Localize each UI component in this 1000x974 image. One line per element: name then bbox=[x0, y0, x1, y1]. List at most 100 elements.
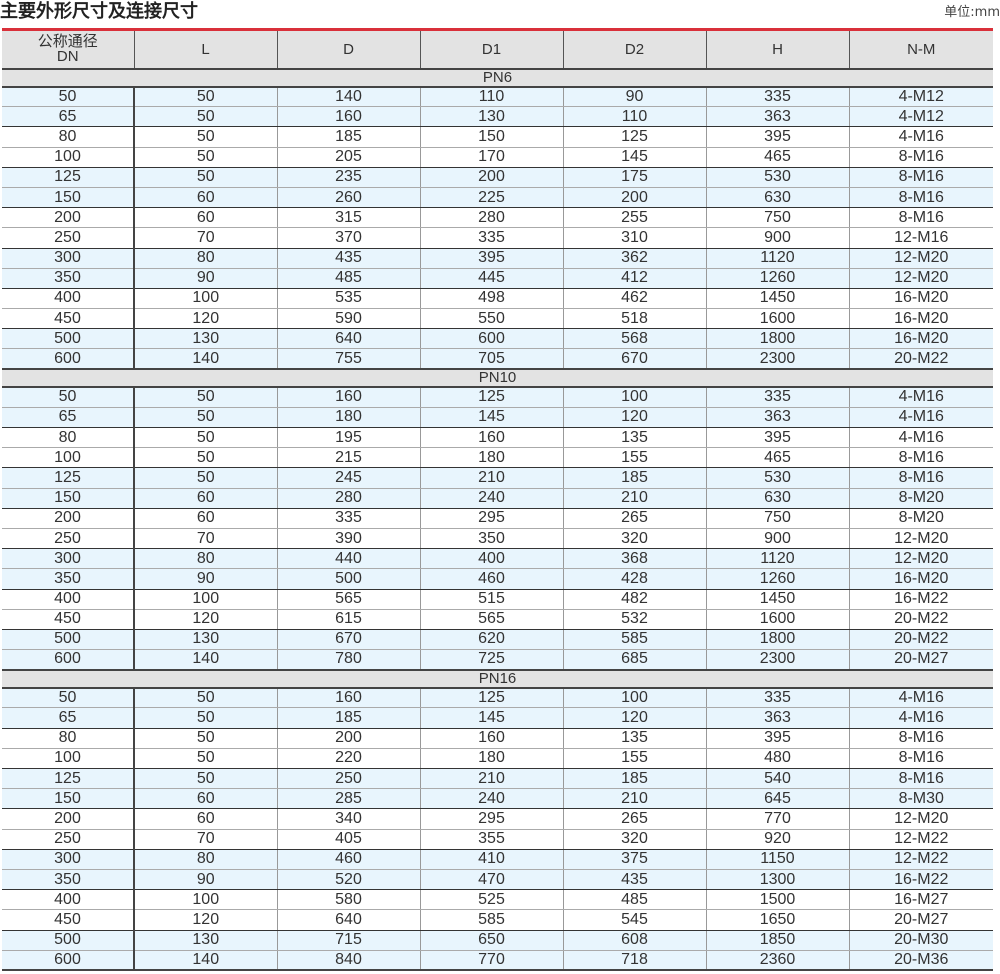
cell-h: 2300 bbox=[705, 348, 849, 371]
cell-d2: 585 bbox=[562, 629, 706, 651]
cell-d: 580 bbox=[276, 889, 420, 911]
table-row: 200 60 315 280 255 750 8-M16 bbox=[2, 207, 993, 229]
header-d: D bbox=[276, 28, 420, 70]
pressure-group-label: PN6 bbox=[2, 68, 993, 88]
cell-d1: 125 bbox=[419, 387, 563, 408]
cell-d: 840 bbox=[276, 950, 420, 972]
cell-d: 405 bbox=[276, 829, 420, 850]
cell-dn: 350 bbox=[2, 268, 134, 289]
cell-d: 185 bbox=[276, 126, 420, 148]
cell-dn: 350 bbox=[2, 568, 134, 590]
cell-d1: 210 bbox=[419, 467, 563, 489]
cell-d2: 462 bbox=[562, 288, 706, 310]
cell-d: 565 bbox=[276, 589, 420, 610]
cell-d2: 310 bbox=[562, 227, 706, 249]
cell-n-m: 16-M20 bbox=[848, 568, 993, 590]
cell-n-m: 12-M22 bbox=[848, 849, 993, 870]
table-row: 600 140 755 705 670 2300 20-M22 bbox=[2, 348, 993, 371]
table-row: 80 50 185 150 125 395 4-M16 bbox=[2, 126, 993, 148]
cell-h: 2360 bbox=[705, 950, 849, 972]
cell-n-m: 8-M16 bbox=[848, 187, 993, 209]
cell-d: 215 bbox=[276, 447, 420, 469]
cell-h: 920 bbox=[705, 829, 849, 850]
cell-d1: 395 bbox=[419, 248, 563, 269]
cell-d: 755 bbox=[276, 348, 420, 371]
cell-d1: 295 bbox=[419, 508, 563, 529]
cell-d1: 600 bbox=[419, 328, 563, 350]
table-row: 450 120 640 585 545 1650 20-M27 bbox=[2, 909, 993, 931]
cell-d1: 150 bbox=[419, 126, 563, 148]
cell-n-m: 12-M20 bbox=[848, 548, 993, 570]
cell-d2: 482 bbox=[562, 589, 706, 610]
cell-h: 770 bbox=[705, 808, 849, 830]
cell-h: 1300 bbox=[705, 869, 849, 891]
cell-d: 280 bbox=[276, 488, 420, 509]
cell-l: 90 bbox=[133, 869, 277, 891]
cell-d2: 100 bbox=[562, 687, 706, 709]
cell-d: 670 bbox=[276, 629, 420, 651]
cell-dn: 200 bbox=[2, 207, 134, 229]
cell-dn: 450 bbox=[2, 909, 134, 931]
table-row: 65 50 185 145 120 363 4-M16 bbox=[2, 707, 993, 729]
cell-h: 1600 bbox=[705, 308, 849, 330]
cell-l: 80 bbox=[133, 548, 277, 570]
cell-d2: 135 bbox=[562, 427, 706, 449]
cell-dn: 400 bbox=[2, 589, 134, 610]
dimensions-table: 公称通径 DN L D D1 D2 H N-M PN6 50 50 140 110 90 3… bbox=[2, 28, 993, 972]
cell-dn: 65 bbox=[2, 106, 134, 128]
cell-dn: 50 bbox=[2, 687, 134, 709]
cell-h: 395 bbox=[705, 126, 849, 148]
cell-n-m: 4-M12 bbox=[848, 106, 993, 128]
cell-d: 235 bbox=[276, 167, 420, 188]
cell-d: 435 bbox=[276, 248, 420, 269]
cell-dn: 65 bbox=[2, 707, 134, 729]
cell-h: 530 bbox=[705, 467, 849, 489]
cell-dn: 80 bbox=[2, 728, 134, 749]
cell-d1: 145 bbox=[419, 707, 563, 729]
cell-d2: 110 bbox=[562, 106, 706, 128]
header-dn: 公称通径 DN bbox=[2, 28, 134, 70]
cell-l: 50 bbox=[133, 86, 277, 108]
table-row: 250 70 370 335 310 900 12-M16 bbox=[2, 227, 993, 249]
cell-l: 60 bbox=[133, 488, 277, 509]
cell-d2: 485 bbox=[562, 889, 706, 911]
page-title: 主要外形尺寸及连接尺寸 bbox=[0, 1, 198, 22]
cell-h: 480 bbox=[705, 748, 849, 770]
pressure-group-label: PN16 bbox=[2, 669, 993, 689]
cell-d2: 670 bbox=[562, 348, 706, 371]
cell-h: 645 bbox=[705, 788, 849, 810]
cell-d2: 608 bbox=[562, 930, 706, 951]
cell-l: 50 bbox=[133, 687, 277, 709]
cell-d: 195 bbox=[276, 427, 420, 449]
cell-n-m: 12-M20 bbox=[848, 268, 993, 289]
cell-n-m: 8-M16 bbox=[848, 728, 993, 749]
cell-h: 2300 bbox=[705, 649, 849, 671]
cell-l: 50 bbox=[133, 728, 277, 749]
table-row: 250 70 405 355 320 920 12-M22 bbox=[2, 829, 993, 850]
cell-h: 1150 bbox=[705, 849, 849, 870]
cell-n-m: 20-M30 bbox=[848, 930, 993, 951]
cell-d: 615 bbox=[276, 609, 420, 630]
cell-n-m: 16-M20 bbox=[848, 308, 993, 330]
cell-d1: 620 bbox=[419, 629, 563, 651]
cell-d2: 362 bbox=[562, 248, 706, 269]
cell-d1: 170 bbox=[419, 147, 563, 168]
cell-d1: 550 bbox=[419, 308, 563, 330]
table-body: PN6 50 50 140 110 90 335 4-M12 65 50 160 130 110 363 4… bbox=[2, 68, 993, 972]
cell-d2: 120 bbox=[562, 407, 706, 429]
cell-n-m: 8-M16 bbox=[848, 147, 993, 168]
cell-n-m: 12-M20 bbox=[848, 528, 993, 550]
cell-dn: 600 bbox=[2, 649, 134, 671]
cell-d: 245 bbox=[276, 467, 420, 489]
cell-d1: 350 bbox=[419, 528, 563, 550]
cell-n-m: 4-M16 bbox=[848, 387, 993, 408]
cell-d2: 145 bbox=[562, 147, 706, 168]
cell-d1: 110 bbox=[419, 86, 563, 108]
cell-d1: 210 bbox=[419, 768, 563, 790]
cell-dn: 600 bbox=[2, 950, 134, 972]
cell-n-m: 4-M12 bbox=[848, 86, 993, 108]
cell-d2: 155 bbox=[562, 447, 706, 469]
cell-h: 630 bbox=[705, 488, 849, 509]
cell-l: 50 bbox=[133, 126, 277, 148]
table-row: 50 50 140 110 90 335 4-M12 bbox=[2, 86, 993, 108]
